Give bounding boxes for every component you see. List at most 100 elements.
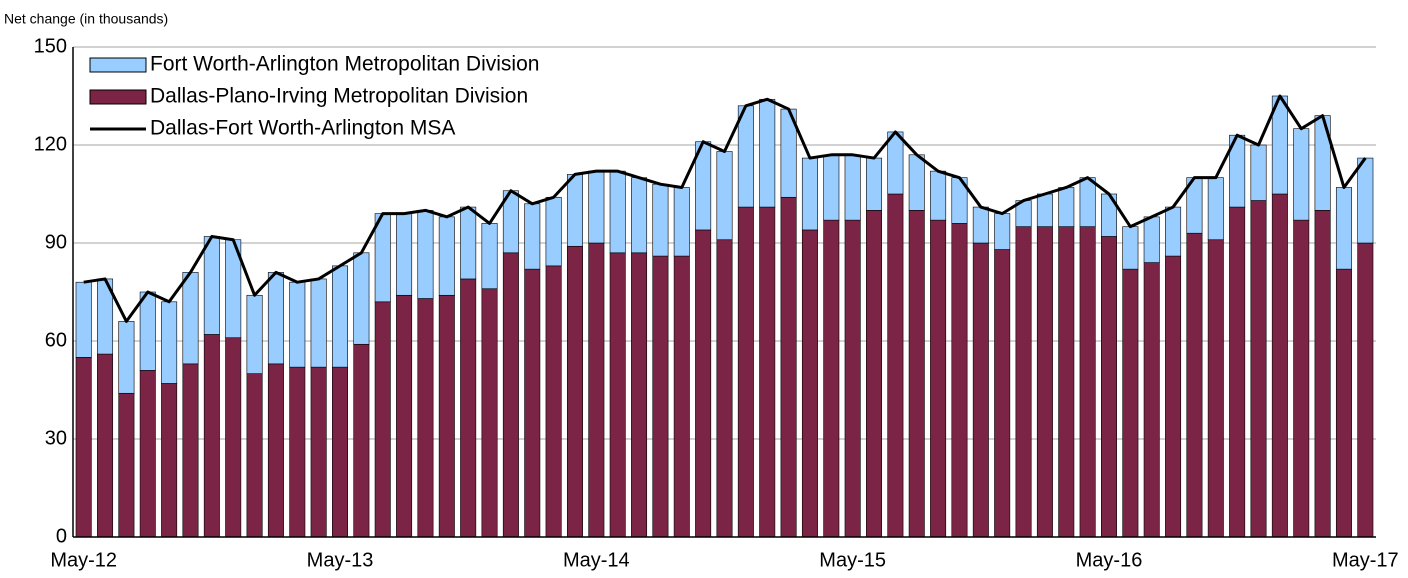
bar [182,363,199,538]
bar [716,151,733,241]
bar [1293,128,1310,221]
bar [374,301,391,538]
bar [1335,268,1352,538]
bar [780,196,797,538]
bar [353,252,370,345]
y-tick-label: 0 [56,525,67,547]
bar [545,265,562,538]
bar [289,281,306,368]
bar [866,210,883,538]
legend-label: Fort Worth-Arlington Metropolitan Divisi… [150,53,539,76]
x-tick-label: May-14 [563,549,630,571]
bar [1229,206,1246,538]
bar [737,206,754,538]
bar [417,210,434,299]
bar [1015,226,1032,538]
bar [417,298,434,538]
bar [161,301,178,384]
bar [759,98,776,208]
bar [353,343,370,538]
bar [972,206,989,244]
x-tick-label: May-15 [819,549,886,571]
bar [310,366,327,538]
bar [951,223,968,538]
bar [716,239,733,538]
bar [438,216,455,296]
bar [502,252,519,538]
bar [75,281,92,358]
bar [566,245,583,538]
bar [930,219,947,538]
y-tick-label: 90 [45,231,67,253]
bar [609,170,626,254]
bar [1271,193,1288,538]
bar [246,373,263,538]
axis-title: Net change (in thousands) [4,11,168,27]
bar [908,210,925,538]
bar [631,252,648,538]
bar [374,213,391,303]
bar [994,213,1011,250]
bar [1250,200,1267,538]
bar [1058,187,1075,227]
bar [481,223,498,290]
bar [994,249,1011,538]
bar [225,337,242,538]
bar [438,294,455,538]
bar [1293,219,1310,538]
bar [524,268,541,538]
bar [588,170,605,244]
y-tick-label: 150 [34,35,67,57]
bar [1165,255,1182,538]
bar [75,357,92,538]
bar [1207,239,1224,538]
bar [1207,177,1224,241]
bar [759,206,776,538]
bar [1122,268,1139,538]
bar [524,203,541,270]
bar [1143,216,1160,263]
bar [695,229,712,538]
bar [844,154,861,221]
bar [631,177,648,254]
bar [866,157,883,211]
x-tick-label: May-17 [1332,549,1399,571]
bar [972,242,989,538]
bar [1079,177,1096,227]
bar [887,193,904,538]
bar [737,105,754,208]
bar [161,383,178,538]
legend-label: Dallas-Plano-Irving Metropolitan Divisio… [150,85,528,108]
bar [139,370,156,538]
bar [118,321,135,394]
bar [652,255,669,538]
bar [1079,226,1096,538]
line [83,94,1367,323]
bar [481,288,498,538]
bar [310,278,327,368]
x-tick-label: May-13 [307,549,374,571]
bar [673,255,690,538]
bar [1036,193,1053,227]
bar [823,219,840,538]
bar [97,353,114,538]
bar [1314,210,1331,538]
bar [267,272,284,365]
bar [1335,187,1352,270]
bar [887,131,904,195]
bar [1058,226,1075,538]
bar [1122,226,1139,270]
bar [908,154,925,211]
bar [1101,236,1117,538]
bar [673,187,690,257]
bar [1186,232,1203,538]
bar [460,278,477,538]
bar [566,174,583,247]
bar [396,294,413,538]
bar [1250,144,1267,201]
bar [652,183,669,257]
y-tick-label: 30 [45,427,67,449]
bar [545,196,562,267]
bar [930,170,947,221]
